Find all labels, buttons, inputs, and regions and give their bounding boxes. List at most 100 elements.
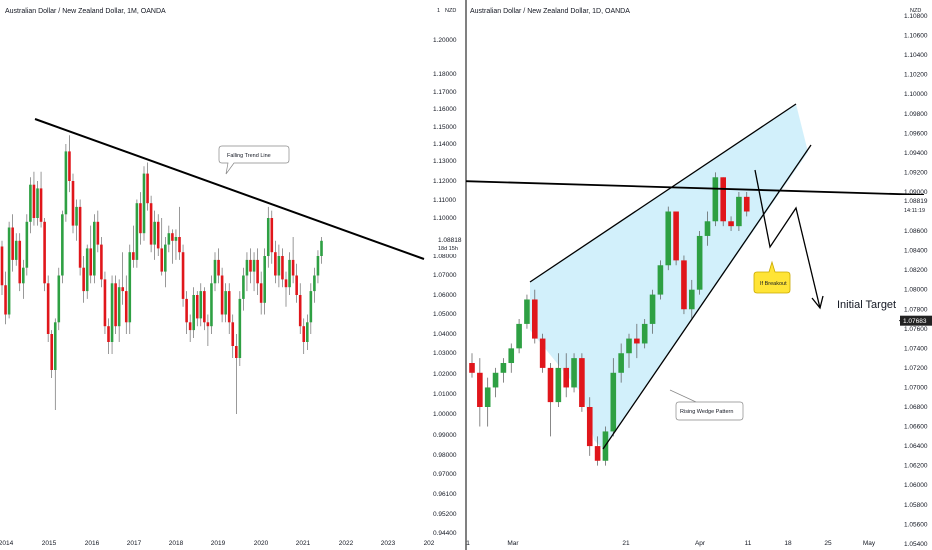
left-candle-body: [274, 252, 277, 276]
left-candle-body: [7, 227, 11, 315]
left-currency-label: NZD: [445, 8, 456, 14]
right-candles: [469, 172, 750, 466]
projection-arrowhead: [811, 295, 824, 310]
left-candle-body: [100, 244, 103, 280]
right-candle-body: [524, 299, 530, 324]
right-candle-body: [547, 367, 554, 403]
left-x-tick-label: 2020: [254, 540, 269, 547]
left-candle-body: [313, 275, 316, 292]
left-candle-body: [107, 326, 110, 342]
left-y-tick-label: 1.16000: [433, 106, 457, 113]
left-candle-body: [117, 287, 121, 327]
right-y-tick-label: 1.10200: [904, 72, 928, 79]
right-price-label: 1.08819: [904, 198, 928, 205]
left-candle-body: [298, 295, 302, 327]
left-y-tick-label: 0.94400: [433, 530, 457, 537]
falling-trend-callout: Falling Trend Line: [218, 145, 290, 175]
left-y-axis[interactable]: 1.20000 1.18000 1.17000 1.16000 1.15000 1.140…: [433, 37, 457, 537]
left-y-tick-label: 1.02000: [433, 371, 457, 378]
right-candle-body: [704, 221, 711, 236]
left-candle-body: [206, 322, 210, 327]
right-candle-body: [571, 358, 577, 388]
right-y-tick-label: 1.07600: [904, 326, 928, 333]
right-candle-body: [712, 177, 719, 222]
right-y-tick-label: 1.08400: [904, 248, 928, 255]
left-candle-body: [39, 188, 43, 222]
right-x-tick-label: 11: [745, 540, 752, 547]
left-candle-body: [14, 240, 18, 260]
left-y-tick-label: 1.13000: [433, 158, 457, 165]
left-candle-body: [217, 259, 220, 276]
left-y-tick-label: 1.17000: [433, 89, 457, 96]
breakout-label: If Breakout: [760, 281, 787, 287]
left-candle-body: [135, 203, 139, 260]
right-candle-body: [579, 358, 585, 407]
projection-path[interactable]: [754, 169, 821, 309]
left-candle-body: [11, 227, 14, 260]
left-y-tick-label: 0.95200: [433, 511, 457, 518]
right-y-tick-label: 1.07200: [904, 365, 928, 372]
target-price-box: [900, 315, 932, 326]
left-candle-body: [0, 246, 4, 286]
right-candle-body: [594, 446, 601, 461]
right-candle-body: [696, 235, 703, 290]
right-candle-body: [539, 338, 546, 368]
left-x-tick-label: 2014: [0, 540, 14, 547]
left-candle-body: [210, 283, 213, 327]
right-y-tick-label: 1.10000: [904, 91, 928, 98]
left-candle-body: [178, 237, 181, 253]
wedge-upper-line[interactable]: [529, 103, 797, 283]
left-y-tick-label: 1.00000: [433, 411, 457, 418]
left-x-tick-label: 2017: [127, 540, 142, 547]
wedge-lower-line[interactable]: [602, 144, 812, 450]
left-candle-body: [149, 203, 153, 245]
right-candle-body: [618, 353, 624, 373]
horizontal-resistance-line[interactable]: [465, 180, 925, 196]
right-y-tick-label: 1.06600: [904, 424, 928, 431]
wedge-label: Rising Wedge Pattern: [680, 409, 733, 415]
left-candle-body: [36, 188, 39, 218]
right-y-tick-label: 1.06000: [904, 482, 928, 489]
left-candle-body: [320, 240, 323, 256]
left-candle-body: [224, 291, 227, 315]
right-candle-body: [469, 363, 475, 373]
right-y-tick-label: 1.09000: [904, 189, 928, 196]
right-candle-body: [641, 323, 648, 344]
right-x-axis[interactable]: 1 Mar 21 Apr 11 18 25 May: [466, 540, 876, 547]
right-candle-body: [516, 323, 522, 349]
left-candle-body: [32, 184, 36, 218]
left-y-tick-label: 0.98000: [433, 452, 457, 459]
right-y-tick-label: 1.08600: [904, 228, 928, 235]
right-y-tick-label: 1.08000: [904, 287, 928, 294]
right-candle-body: [657, 265, 664, 295]
left-candle-body: [160, 248, 164, 272]
left-candle-body: [139, 203, 142, 234]
left-candle-body: [164, 244, 167, 272]
right-chart-title: Australian Dollar / New Zealand Dollar, …: [470, 8, 630, 15]
left-candle-body: [25, 221, 29, 268]
left-candle-body: [46, 283, 50, 334]
left-candle-body: [291, 259, 295, 276]
right-y-tick-label: 1.07400: [904, 345, 928, 352]
right-y-tick-label: 1.05400: [904, 541, 928, 548]
left-candle-body: [185, 298, 188, 323]
left-candle-body: [245, 259, 249, 276]
left-candles: [0, 135, 323, 414]
left-candle-body: [309, 291, 313, 323]
right-y-tick-label: 1.06200: [904, 463, 928, 470]
left-candle-body: [121, 287, 124, 292]
left-candle-body: [263, 256, 266, 303]
left-x-axis[interactable]: 2014 2015 2016 2017 2018 2019 2020 2021 2022 2023…: [0, 540, 435, 547]
left-candle-body: [242, 275, 245, 299]
target-price-label: 1.07683: [903, 318, 927, 325]
left-candle-body: [306, 322, 309, 342]
left-candle-body: [50, 334, 53, 370]
right-candle-body: [508, 348, 515, 364]
falling-trend-label: Falling Trend Line: [227, 153, 271, 159]
left-candle-body: [302, 326, 306, 342]
falling-trend-line[interactable]: [34, 118, 425, 260]
left-y-tick-label: 0.99000: [433, 432, 457, 439]
right-x-tick-label: Mar: [507, 540, 519, 547]
left-candle-body: [71, 181, 75, 226]
left-candle-body: [252, 259, 256, 272]
